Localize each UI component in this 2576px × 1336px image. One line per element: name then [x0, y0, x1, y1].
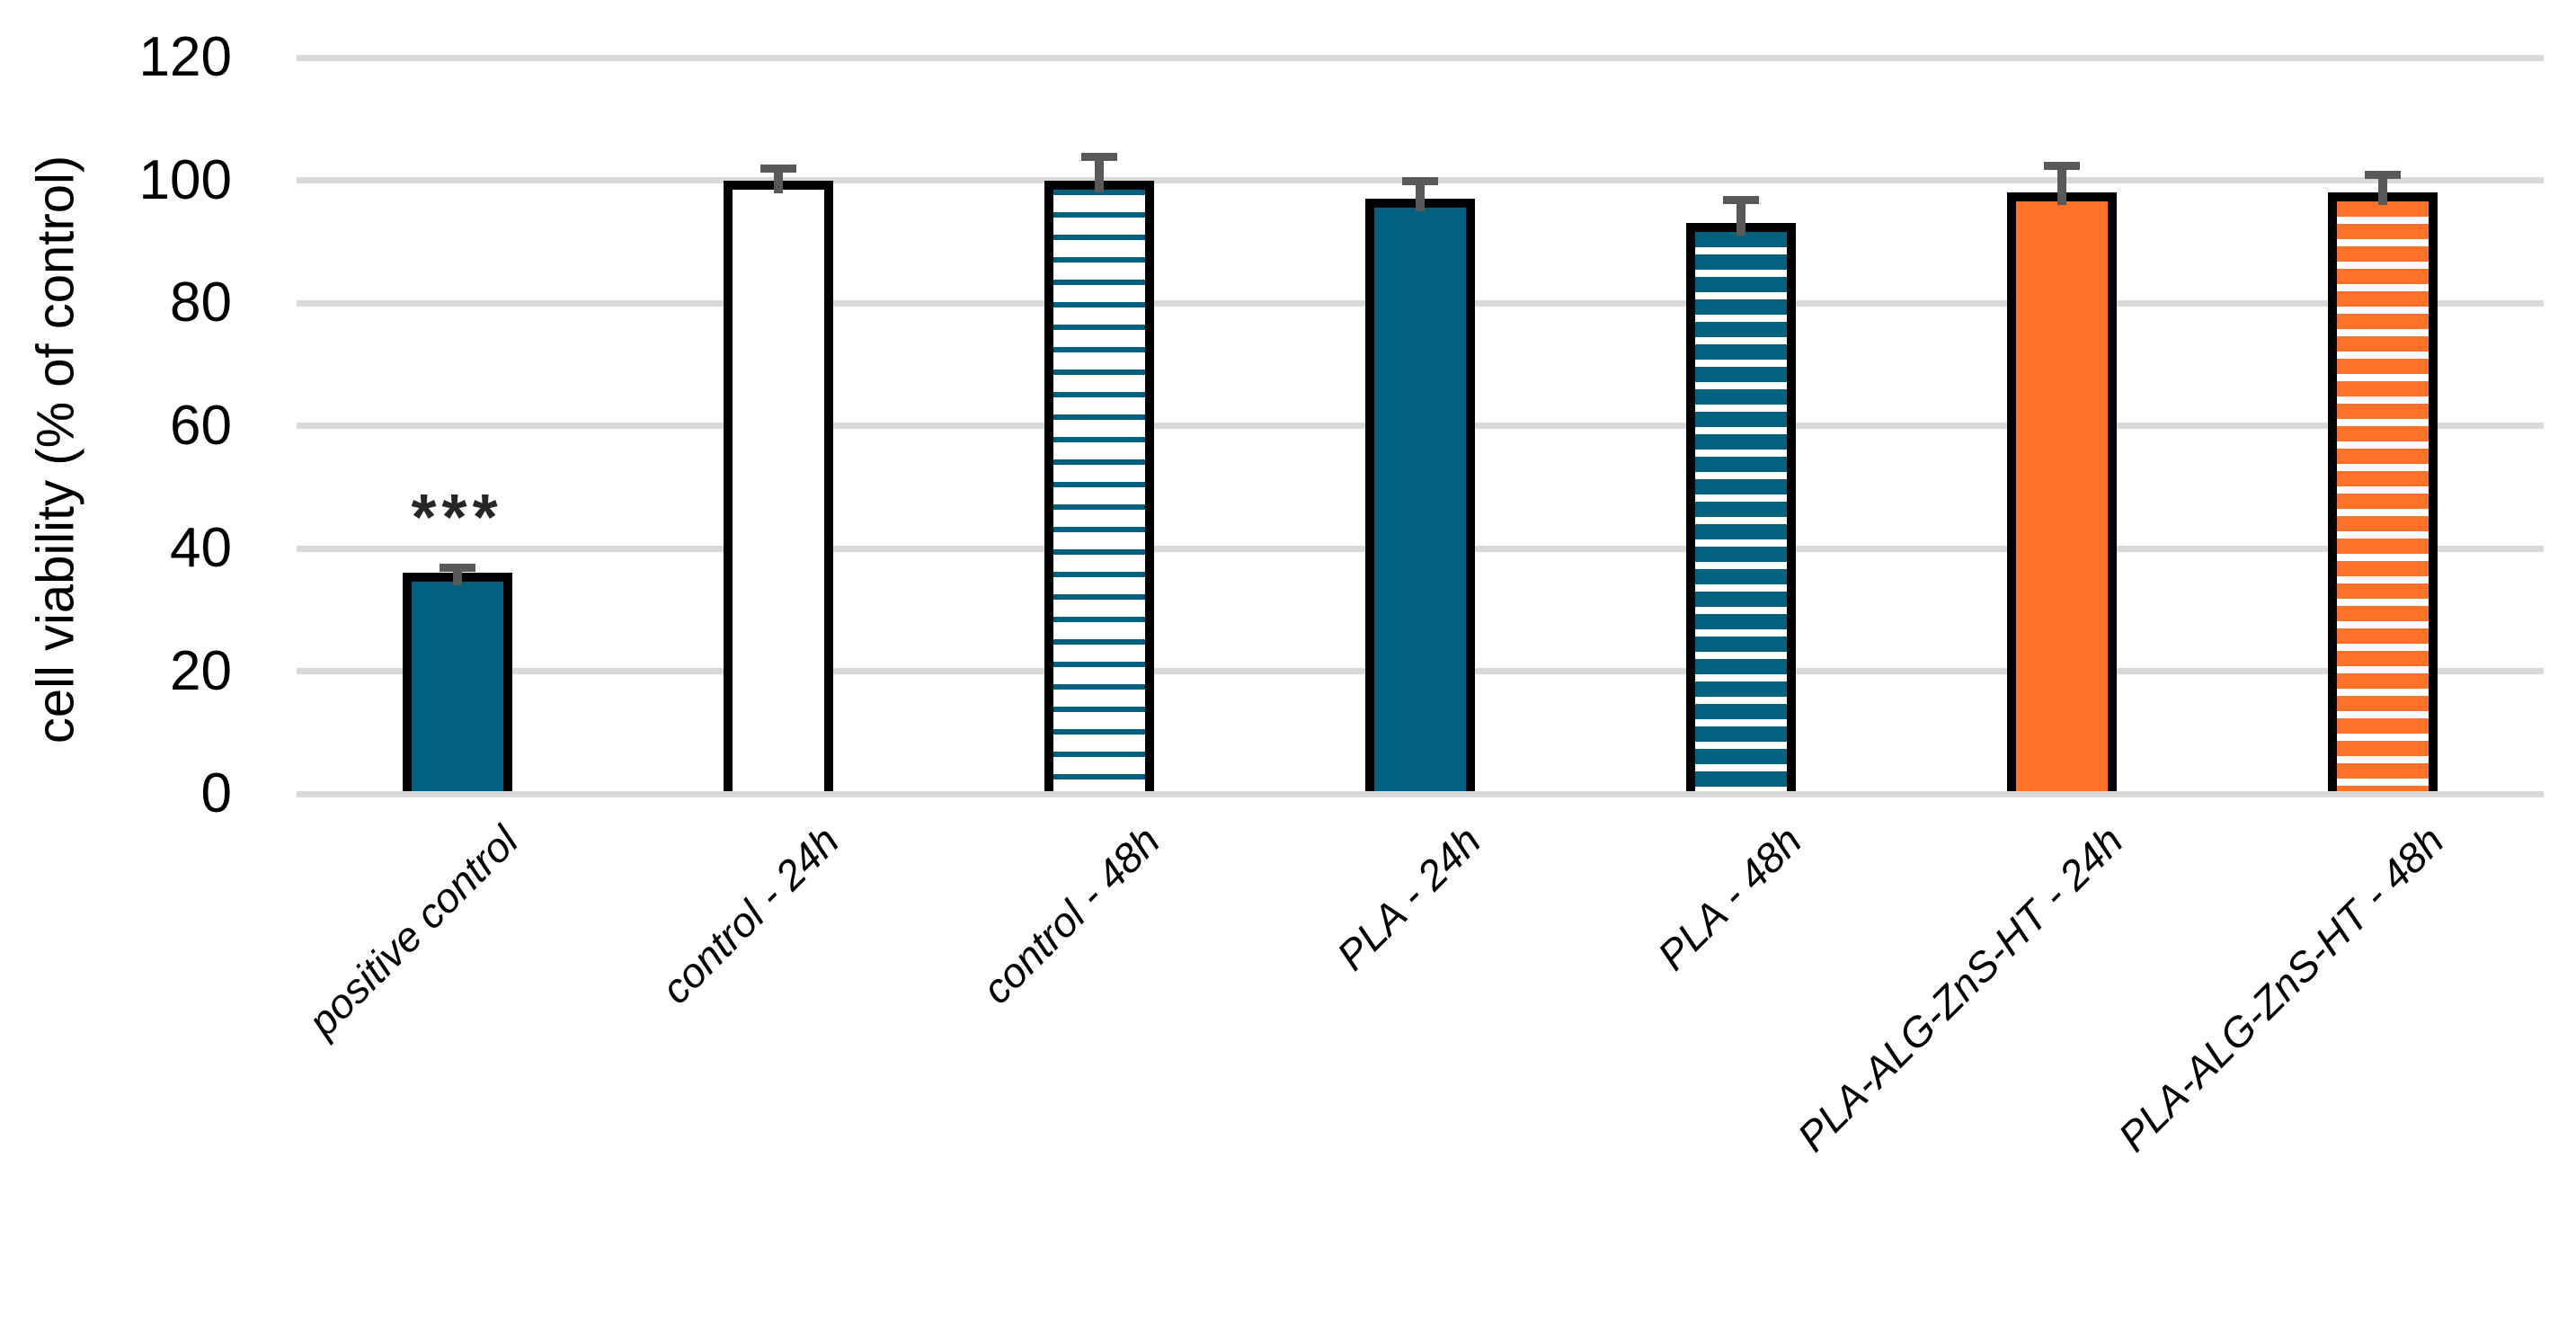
- y-tick-label: 0: [200, 762, 232, 824]
- y-tick-label: 100: [138, 148, 232, 211]
- y-tick-label: 20: [170, 639, 232, 702]
- bar-pla-48h: [1686, 223, 1797, 794]
- error-bar-cap: [1723, 195, 1760, 204]
- x-label-pla-alg-zns-ht-48h: PLA-ALG-ZnS-HT - 48h: [2109, 816, 2453, 1161]
- y-tick-label: 60: [170, 394, 232, 457]
- error-bar-cap: [2365, 171, 2402, 180]
- error-bar: [759, 165, 796, 193]
- significance-stars: ***: [411, 482, 503, 554]
- y-tick-label: 80: [170, 272, 232, 334]
- error-bar-stem: [1416, 177, 1425, 211]
- error-bar-stem: [773, 165, 783, 193]
- x-label-positive-control: positive control: [298, 816, 528, 1046]
- x-axis-line: [297, 790, 2544, 797]
- error-bar: [1402, 177, 1438, 211]
- bar-control-48h: [1044, 180, 1154, 794]
- error-bar: [439, 564, 475, 586]
- error-bar-stem: [2057, 162, 2067, 206]
- error-bar: [1080, 152, 1117, 193]
- error-bar-stem: [1094, 152, 1104, 193]
- x-label-control-48h: control - 48h: [973, 816, 1169, 1013]
- x-label-pla-24h: PLA - 24h: [1328, 816, 1490, 979]
- gridline: [297, 54, 2544, 61]
- y-tick-label: 120: [138, 26, 232, 88]
- bar-positive-control: [402, 573, 512, 794]
- error-bar-stem: [452, 564, 462, 586]
- error-bar-cap: [439, 564, 475, 573]
- error-bar-cap: [759, 165, 796, 174]
- x-label-pla-alg-zns-ht-24h: PLA-ALG-ZnS-HT - 24h: [1788, 816, 2132, 1161]
- bar-pla-alg-zns-ht-24h: [2007, 192, 2118, 794]
- bar-pla-24h: [1365, 198, 1475, 794]
- error-bar: [2044, 162, 2081, 206]
- x-label-control-24h: control - 24h: [652, 816, 848, 1013]
- error-bar-cap: [2044, 162, 2081, 171]
- y-tick-label: 40: [170, 517, 232, 579]
- error-bar-cap: [1080, 152, 1117, 161]
- error-bar: [1723, 195, 1760, 236]
- bar-control-24h: [723, 180, 833, 794]
- error-bar-stem: [2378, 171, 2388, 206]
- error-bar-stem: [1737, 195, 1746, 236]
- x-label-pla-48h: PLA - 48h: [1648, 816, 1811, 979]
- error-bar: [2365, 171, 2402, 206]
- bar-pla-alg-zns-ht-48h: [2328, 192, 2438, 794]
- error-bar-cap: [1402, 177, 1438, 186]
